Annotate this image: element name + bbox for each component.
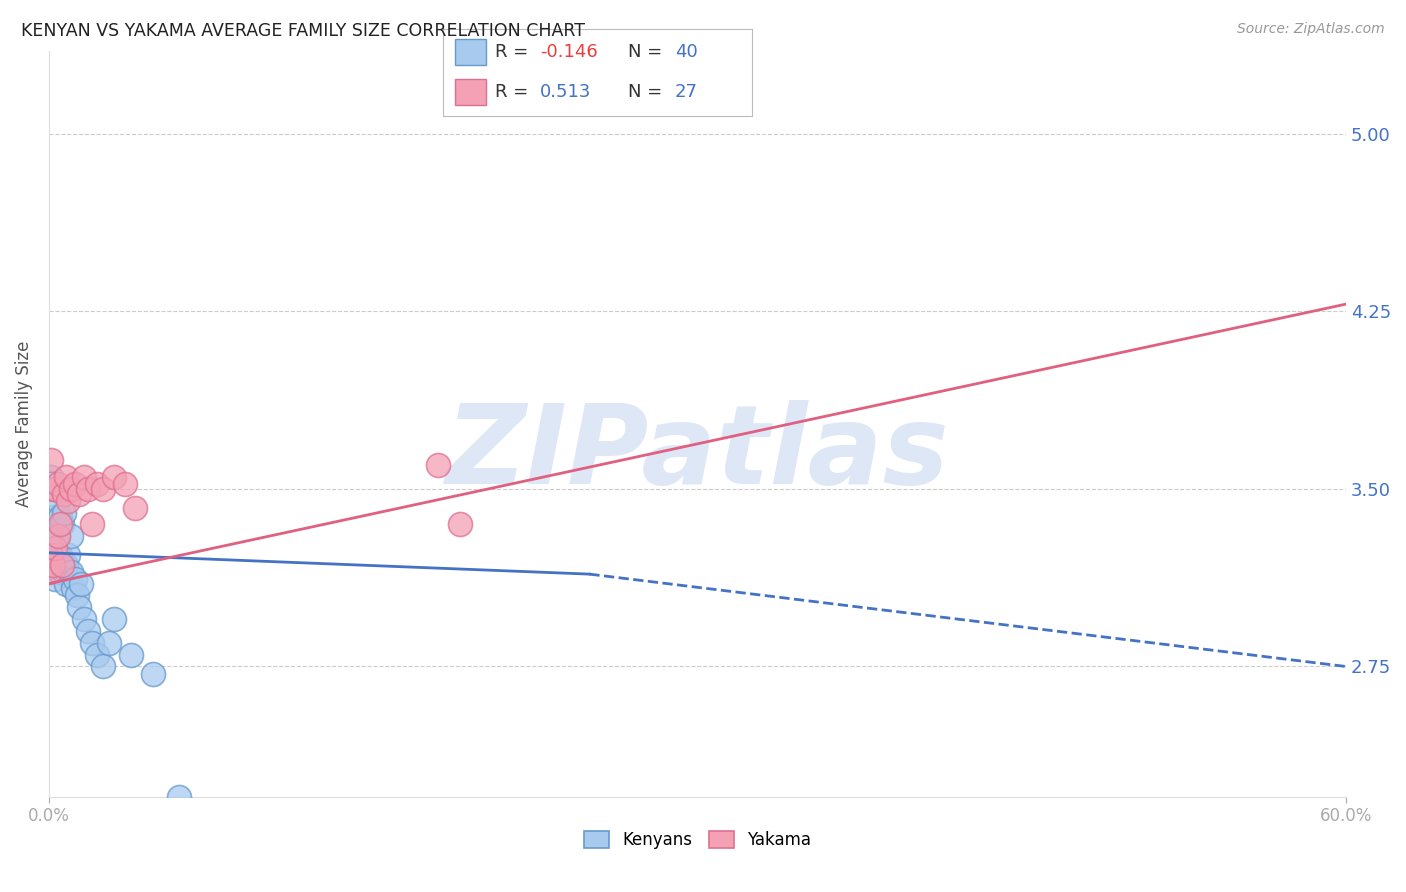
Text: N =: N = [628,43,668,62]
Point [46,558,69,572]
Point [49,510,72,524]
Point [39,470,62,484]
Point [51,553,73,567]
Point [449,517,471,532]
Point [86,477,108,491]
Point [44,541,66,555]
Point [42,558,65,572]
Point [59,482,82,496]
Point [66,589,89,603]
Point [82,636,104,650]
Point [77,482,100,496]
Point [124,500,146,515]
Point [55,558,77,572]
Point [77,624,100,638]
Point [46,529,69,543]
Point [67,600,90,615]
Text: 0.513: 0.513 [540,83,592,102]
Text: R =: R = [495,83,540,102]
Point [46,493,69,508]
Y-axis label: Average Family Size: Average Family Size [15,341,32,507]
Point [72,612,94,626]
Point [91,482,114,496]
Point [103,470,125,484]
Point [82,517,104,532]
Point [58,548,80,562]
Point [103,612,125,626]
Text: N =: N = [628,83,668,102]
Text: Source: ZipAtlas.com: Source: ZipAtlas.com [1237,22,1385,37]
Text: R =: R = [495,43,534,62]
Point [63,477,86,491]
Point [53,565,76,579]
Text: -0.146: -0.146 [540,43,598,62]
Point [42,533,65,548]
Point [44,553,66,567]
Point [38,553,60,567]
Point [38,565,60,579]
Point [42,558,65,572]
Point [39,558,62,572]
Point [49,565,72,579]
Legend: Kenyans, Yakama: Kenyans, Yakama [576,824,818,855]
Point [51,558,73,572]
Point [62,582,84,596]
Point [46,529,69,543]
Point [44,482,66,496]
Point [42,482,65,496]
Point [59,565,82,579]
Point [427,458,450,472]
Point [58,493,80,508]
Point [55,470,77,484]
Point [46,477,69,491]
Point [91,659,114,673]
Point [51,517,73,532]
Text: ZIPatlas: ZIPatlas [446,400,949,507]
Point [42,510,65,524]
Point [49,517,72,532]
Point [70,576,93,591]
Point [53,486,76,500]
Point [86,648,108,662]
Text: 27: 27 [675,83,697,102]
Point [39,548,62,562]
Point [44,572,66,586]
Point [98,636,121,650]
Text: 40: 40 [675,43,697,62]
Point [114,477,136,491]
Point [49,548,72,562]
FancyBboxPatch shape [456,79,486,105]
Point [39,453,62,467]
Point [67,486,90,500]
Point [167,789,190,804]
Point [39,548,62,562]
FancyBboxPatch shape [456,39,486,65]
Point [53,506,76,520]
Point [63,572,86,586]
Point [72,470,94,484]
Point [44,541,66,555]
Point [120,648,142,662]
Point [55,576,77,591]
Text: KENYAN VS YAKAMA AVERAGE FAMILY SIZE CORRELATION CHART: KENYAN VS YAKAMA AVERAGE FAMILY SIZE COR… [21,22,585,40]
Point [142,666,165,681]
Point [59,529,82,543]
